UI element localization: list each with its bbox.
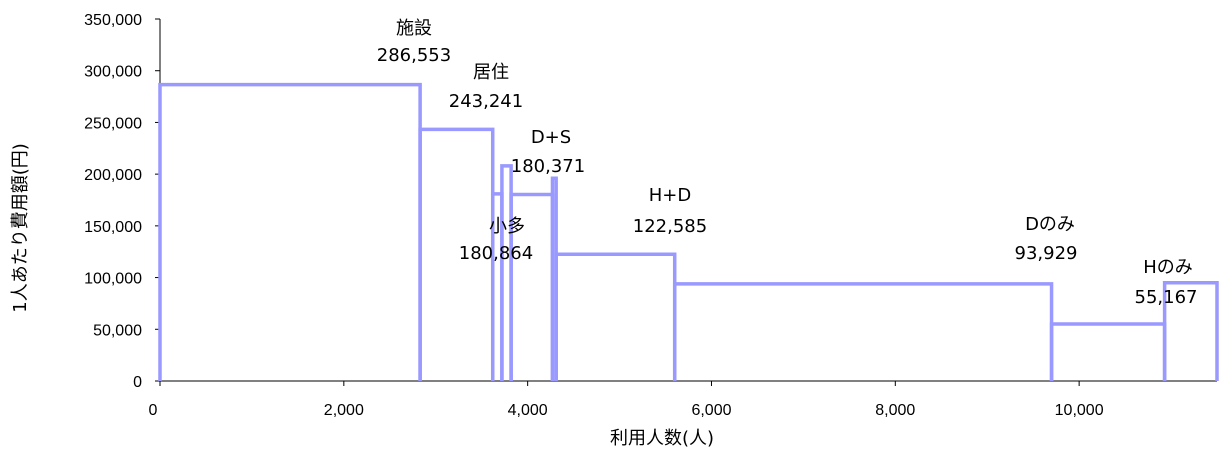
annotation-name: Hのみ xyxy=(1143,257,1193,278)
y-tick-label: 300,000 xyxy=(84,64,142,81)
y-tick-label: 0 xyxy=(133,374,142,391)
step-segment xyxy=(672,282,1054,381)
step-segment xyxy=(1162,280,1219,381)
annotation-value: 122,585 xyxy=(633,216,707,237)
step-segment xyxy=(554,252,677,381)
annotation-value: 286,553 xyxy=(377,45,451,66)
y-tick-label: 350,000 xyxy=(84,12,142,29)
x-tick-label: 0 xyxy=(149,402,158,419)
annotation-value: 180,371 xyxy=(511,156,585,177)
x-tick-label: 4,000 xyxy=(508,402,548,419)
annotation-value: 180,864 xyxy=(459,243,533,264)
x-tick-label: 2,000 xyxy=(324,402,364,419)
y-tick-label: 50,000 xyxy=(93,322,142,339)
annotation-name: 居住 xyxy=(473,62,509,83)
annotation-name: D+S xyxy=(531,127,571,148)
y-tick-label: 150,000 xyxy=(84,219,142,236)
annotation-value: 55,167 xyxy=(1135,287,1198,308)
annotation-value: 243,241 xyxy=(449,91,523,112)
annotation-name: Dのみ xyxy=(1025,214,1075,235)
annotation-value: 93,929 xyxy=(1015,243,1078,264)
x-axis-title: 利用人数(人) xyxy=(610,428,714,449)
step-segment xyxy=(158,82,422,381)
x-tick-label: 6,000 xyxy=(691,402,731,419)
annotation-name: 小多 xyxy=(489,216,525,237)
x-tick-label: 8,000 xyxy=(875,402,915,419)
y-tick-label: 200,000 xyxy=(84,167,142,184)
annotations: 施設 286,553 居住 243,241 D+S 180,371 小多 180,864 H+D… xyxy=(377,18,1198,308)
tick-labels: 0 50,000 100,000 150,000 200,000 250,000 300,0… xyxy=(84,12,1104,419)
step-segment xyxy=(1049,322,1167,381)
y-axis-title: 1人あたり費用額(円) xyxy=(10,143,31,313)
y-tick-label: 100,000 xyxy=(84,271,142,288)
annotation-name: H+D xyxy=(649,185,691,206)
annotation-name: 施設 xyxy=(396,18,432,39)
x-tick-label: 10,000 xyxy=(1055,402,1104,419)
step-series xyxy=(158,82,1219,381)
y-tick-label: 250,000 xyxy=(84,115,142,132)
